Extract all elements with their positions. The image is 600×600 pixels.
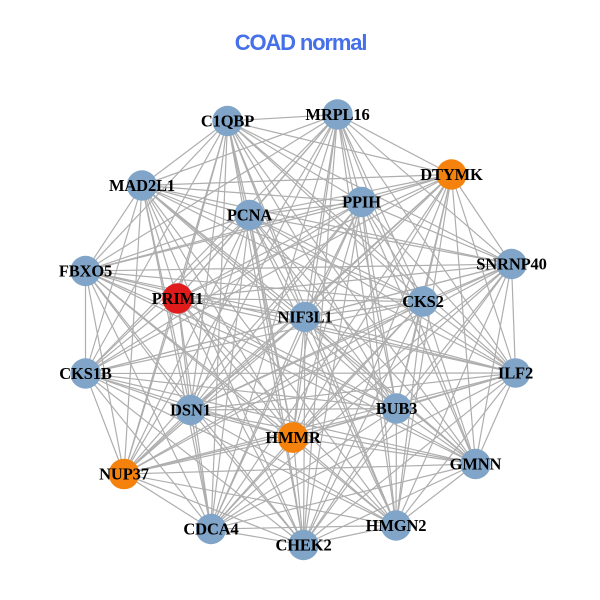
svg-text:DTYMK: DTYMK xyxy=(420,165,483,184)
svg-text:ILF2: ILF2 xyxy=(498,364,533,383)
svg-text:HMGN2: HMGN2 xyxy=(366,516,427,535)
svg-text:DSN1: DSN1 xyxy=(170,401,211,420)
svg-text:CKS1B: CKS1B xyxy=(59,364,112,383)
svg-text:NIF3L1: NIF3L1 xyxy=(277,308,332,327)
svg-text:C1QBP: C1QBP xyxy=(201,112,254,131)
svg-text:PPIH: PPIH xyxy=(342,193,381,212)
svg-text:CHEK2: CHEK2 xyxy=(275,536,331,555)
svg-text:NUP37: NUP37 xyxy=(99,465,149,484)
svg-text:FBXO5: FBXO5 xyxy=(59,262,112,281)
svg-text:PCNA: PCNA xyxy=(227,206,272,225)
svg-text:MRPL16: MRPL16 xyxy=(305,105,369,124)
svg-text:PRIM1: PRIM1 xyxy=(152,289,204,308)
svg-text:CKS2: CKS2 xyxy=(402,292,444,311)
svg-text:SNRNP40: SNRNP40 xyxy=(476,255,546,274)
svg-text:HMMR: HMMR xyxy=(265,428,322,447)
svg-text:CDCA4: CDCA4 xyxy=(183,520,238,539)
svg-text:BUB3: BUB3 xyxy=(376,399,418,418)
svg-text:MAD2L1: MAD2L1 xyxy=(109,176,175,195)
svg-text:COAD normal: COAD normal xyxy=(235,30,367,55)
svg-text:GMNN: GMNN xyxy=(450,455,502,474)
